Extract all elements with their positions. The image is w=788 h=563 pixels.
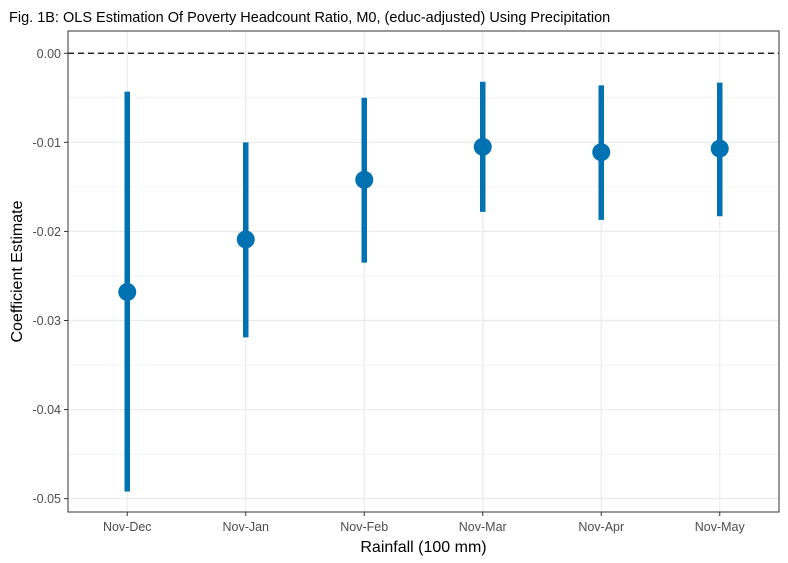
- x-tick-label: Nov-Feb: [340, 520, 388, 534]
- x-axis: Nov-Dec Nov-Jan Nov-Feb Nov-Mar Nov-Apr Nov-M…: [103, 512, 746, 534]
- estimate-series: [118, 81, 729, 492]
- grid: [68, 31, 779, 512]
- x-tick-label: Nov-Mar: [459, 520, 507, 534]
- chart-title: Fig. 1B: OLS Estimation Of Poverty Headc…: [9, 10, 610, 26]
- x-tick-label: Nov-Jan: [222, 520, 269, 534]
- estimate-point: [118, 282, 137, 301]
- y-tick-label: 0.00: [37, 47, 61, 61]
- estimate-point: [710, 139, 729, 158]
- x-tick-label: Nov-Dec: [103, 520, 152, 534]
- estimate-point: [355, 170, 374, 189]
- y-tick-label: -0.05: [33, 492, 62, 506]
- y-axis: 0.00 -0.01 -0.02 -0.03 -0.04 -0.05: [33, 47, 68, 506]
- estimate-point: [592, 143, 611, 162]
- estimate-point: [473, 137, 492, 156]
- y-tick-label: -0.03: [33, 314, 62, 328]
- y-axis-title: Coefficient Estimate: [9, 200, 26, 342]
- x-axis-title: Rainfall (100 mm): [360, 539, 486, 556]
- panel-border: [67, 30, 780, 513]
- y-tick-label: -0.02: [33, 225, 62, 239]
- x-tick-label: Nov-Apr: [578, 520, 624, 534]
- x-tick-label: Nov-May: [695, 520, 746, 534]
- estimate-point: [236, 230, 255, 249]
- y-tick-label: -0.04: [33, 403, 62, 417]
- y-tick-label: -0.01: [33, 136, 62, 150]
